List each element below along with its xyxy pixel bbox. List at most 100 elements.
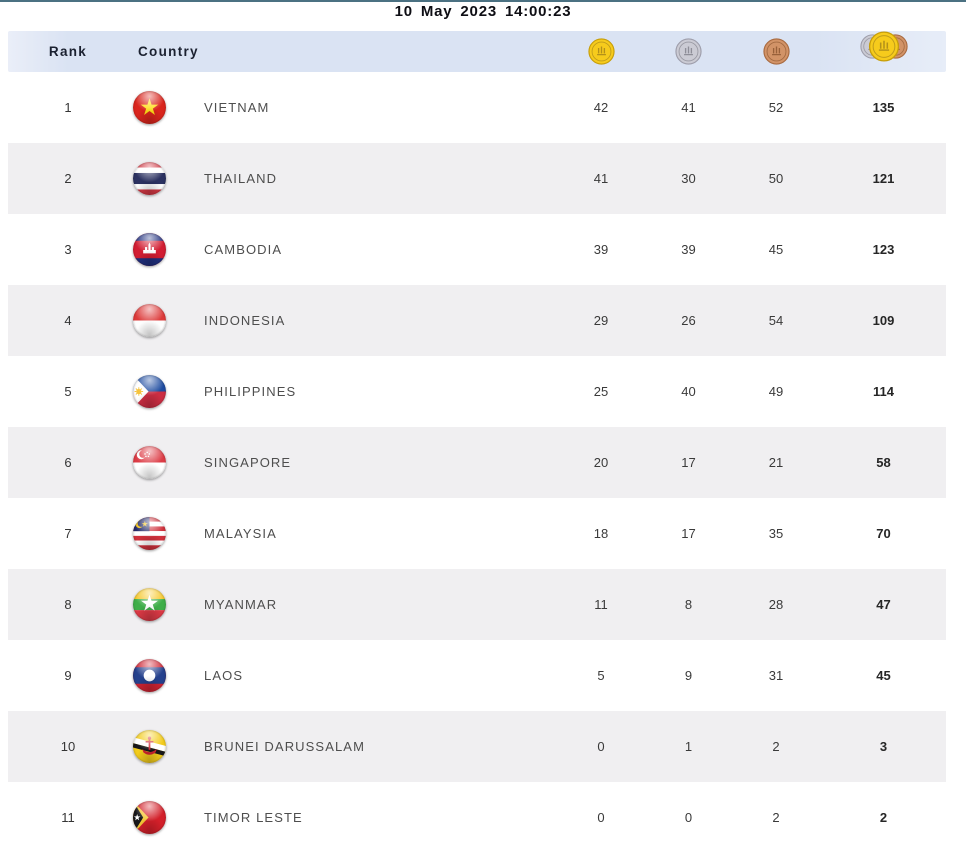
- country-cell: SINGAPORE: [128, 446, 556, 479]
- rank-value: 10: [60, 739, 76, 754]
- total-count: 47: [876, 597, 891, 612]
- silver-count: 1: [684, 739, 693, 754]
- gold-column-header: [556, 38, 646, 65]
- rank-column-header: Rank: [48, 44, 88, 59]
- gold-count: 5: [597, 668, 605, 683]
- total-count: 45: [876, 668, 891, 683]
- total-count: 70: [876, 526, 891, 541]
- vietnam-flag-icon: [133, 91, 166, 124]
- bronze-count: 52: [768, 100, 784, 115]
- gold-count: 0: [597, 739, 605, 754]
- bronze-count: 54: [768, 313, 784, 328]
- country-name: PHILIPPINES: [204, 384, 297, 399]
- country-cell: MALAYSIA: [128, 517, 556, 550]
- rank-value: 8: [64, 597, 72, 612]
- bronze-count: 21: [768, 455, 784, 470]
- country-name: VIETNAM: [204, 100, 270, 115]
- gold-count: 11: [594, 597, 608, 612]
- country-cell: BRUNEI DARUSSALAM: [128, 730, 556, 763]
- silver-count: 0: [684, 810, 693, 825]
- rank-value: 11: [61, 810, 75, 825]
- gold-count: 20: [593, 455, 609, 470]
- medal-table-body: 1 VIETNAM 42 41 52 135 2 THAILAND 41 30 …: [0, 72, 966, 852]
- gold-medal-icon: [587, 38, 615, 65]
- rank-value: 4: [64, 313, 72, 328]
- silver-count: 8: [684, 597, 693, 612]
- silver-count: 17: [681, 526, 696, 541]
- table-row: 10 BRUNEI DARUSSALAM 0 1 2 3: [8, 711, 946, 782]
- silver-count: 9: [684, 668, 693, 683]
- total-count: 2: [879, 810, 888, 825]
- silver-column-header: [646, 38, 731, 65]
- total-column-header: [821, 31, 946, 71]
- country-name: SINGAPORE: [204, 455, 292, 470]
- total-count: 58: [876, 455, 891, 470]
- bronze-count: 28: [768, 597, 784, 612]
- malaysia-flag-icon: [133, 517, 166, 550]
- silver-count: 30: [681, 171, 696, 186]
- timor-leste-flag-icon: [133, 801, 166, 834]
- myanmar-flag-icon: [133, 588, 166, 621]
- silver-count: 40: [681, 384, 696, 399]
- bronze-medal-icon: [762, 38, 790, 65]
- rank-value: 6: [64, 455, 72, 470]
- timestamp: 10 May 2023 14:00:23: [394, 3, 572, 20]
- country-cell: CAMBODIA: [128, 233, 556, 266]
- thailand-flag-icon: [133, 162, 166, 195]
- gold-count: 18: [593, 526, 609, 541]
- bronze-count: 50: [768, 171, 784, 186]
- silver-medal-icon: [675, 38, 702, 65]
- rank-value: 1: [64, 100, 72, 115]
- country-cell: THAILAND: [128, 162, 556, 195]
- country-cell: TIMOR LESTE: [128, 801, 556, 834]
- laos-flag-icon: [133, 659, 166, 692]
- gold-count: 29: [593, 313, 609, 328]
- bronze-count: 31: [768, 668, 784, 683]
- singapore-flag-icon: [133, 446, 166, 479]
- country-name: BRUNEI DARUSSALAM: [204, 739, 366, 754]
- silver-count: 39: [681, 242, 696, 257]
- brunei-flag-icon: [133, 730, 166, 763]
- table-row: 3 CAMBODIA 39 39 45 123: [8, 214, 946, 285]
- table-row: 8 MYANMAR 11 8 28 47: [8, 569, 946, 640]
- total-count: 123: [872, 242, 895, 257]
- bronze-column-header: [731, 38, 821, 65]
- table-row: 2 THAILAND 41 30 50 121: [8, 143, 946, 214]
- table-row: 9 LAOS 5 9 31 45: [8, 640, 946, 711]
- bronze-count: 2: [772, 810, 780, 825]
- country-cell: MYANMAR: [128, 588, 556, 621]
- table-row: 4 INDONESIA 29 26 54 109: [8, 285, 946, 356]
- table-row: 11 TIMOR LESTE 0 0 2 2: [8, 782, 946, 852]
- rank-value: 2: [64, 171, 72, 186]
- gold-count: 41: [593, 171, 609, 186]
- rank-value: 9: [64, 668, 72, 683]
- cambodia-flag-icon: [133, 233, 166, 266]
- bronze-count: 2: [772, 739, 780, 754]
- rank-value: 7: [64, 526, 72, 541]
- country-cell: INDONESIA: [128, 304, 556, 337]
- country-name: INDONESIA: [204, 313, 286, 328]
- gold-count: 39: [593, 242, 609, 257]
- indonesia-flag-icon: [133, 304, 166, 337]
- gold-count: 42: [593, 100, 609, 115]
- country-name: MALAYSIA: [204, 526, 277, 541]
- country-name: LAOS: [204, 668, 244, 683]
- table-row: 1 VIETNAM 42 41 52 135: [8, 72, 946, 143]
- country-cell: PHILIPPINES: [128, 375, 556, 408]
- country-name: THAILAND: [204, 171, 278, 186]
- gold-count: 25: [593, 384, 609, 399]
- total-count: 121: [872, 171, 895, 186]
- bronze-count: 45: [768, 242, 784, 257]
- country-cell: LAOS: [128, 659, 556, 692]
- total-count: 135: [872, 100, 895, 115]
- country-name: MYANMAR: [204, 597, 278, 612]
- country-column-header: Country: [138, 44, 199, 59]
- philippines-flag-icon: [133, 375, 166, 408]
- country-name: CAMBODIA: [204, 242, 283, 257]
- country-cell: VIETNAM: [128, 91, 556, 124]
- total-count: 109: [872, 313, 895, 328]
- table-row: 6 SINGAPORE 20 17 21 58: [8, 427, 946, 498]
- table-header-row: Rank Country: [8, 31, 946, 72]
- silver-count: 41: [681, 100, 696, 115]
